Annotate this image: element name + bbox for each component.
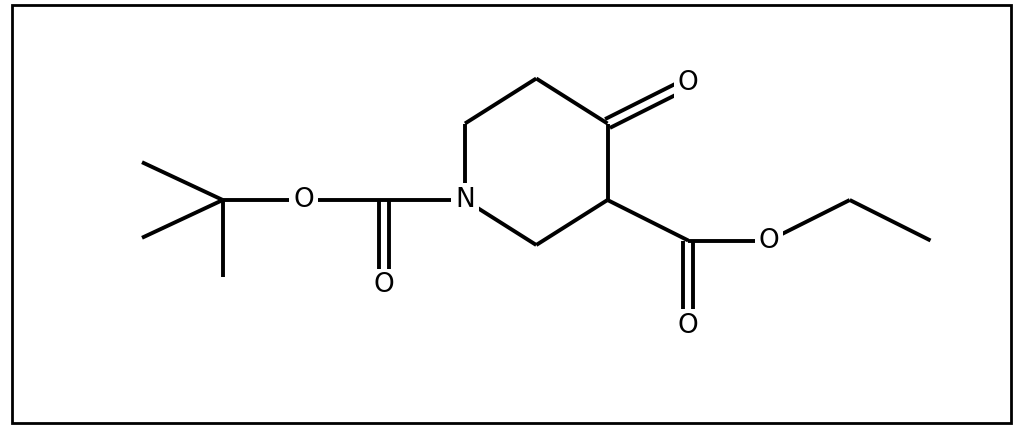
Text: O: O bbox=[759, 228, 780, 253]
Text: O: O bbox=[294, 187, 314, 213]
Text: N: N bbox=[455, 187, 475, 213]
Text: O: O bbox=[678, 313, 699, 339]
Text: O: O bbox=[373, 273, 395, 298]
Text: O: O bbox=[678, 70, 699, 96]
